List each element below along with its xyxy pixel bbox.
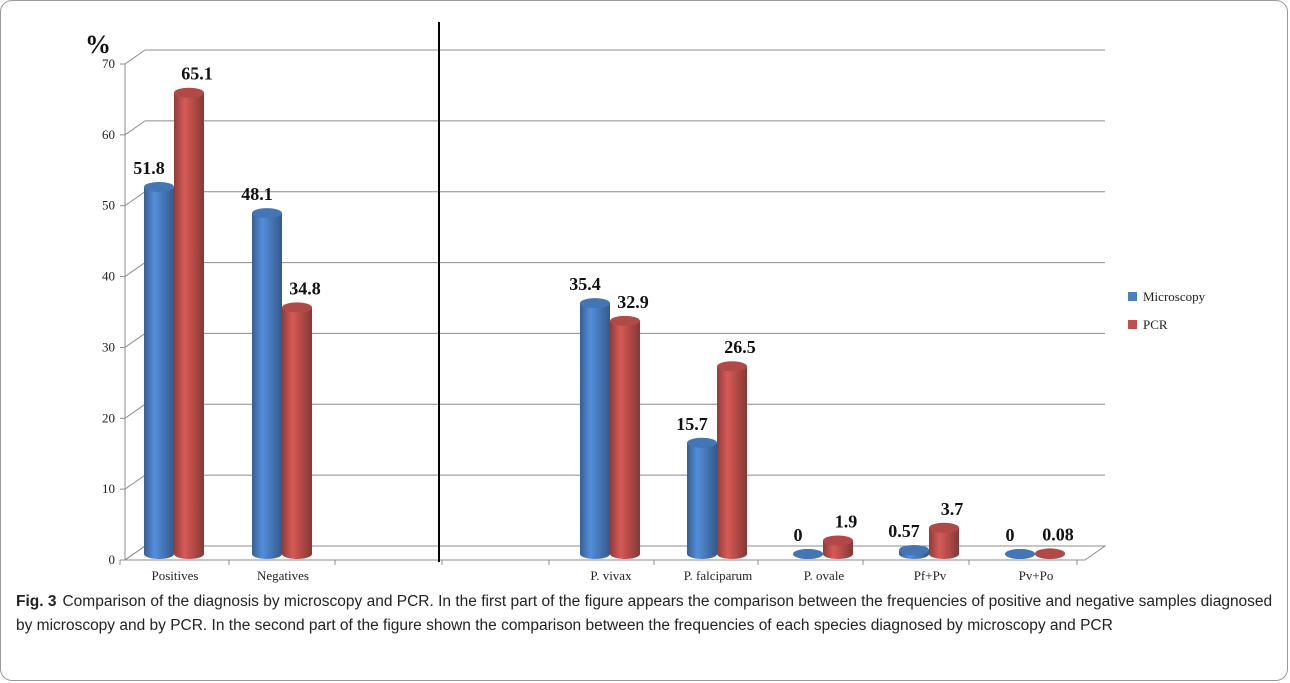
axes: 0 10 20 30 40 50 60 70% Positives Negatives P. viv… bbox=[85, 22, 1107, 583]
bar-top bbox=[610, 315, 640, 326]
data-label: 26.5 bbox=[724, 337, 756, 357]
bar-body bbox=[282, 307, 312, 559]
data-label: 51.8 bbox=[133, 158, 165, 178]
bars bbox=[144, 87, 1065, 560]
gridline-connector bbox=[124, 474, 146, 490]
bar-body bbox=[610, 320, 640, 559]
bar-body bbox=[174, 92, 204, 559]
legend: Microscopy PCR bbox=[1128, 289, 1206, 332]
bar-top bbox=[282, 302, 312, 313]
floor bbox=[123, 545, 1107, 561]
bar-microscopy-pf-pv bbox=[899, 544, 929, 559]
bar-microscopy-p-falciparum bbox=[687, 437, 717, 559]
bar-pcr-p-falciparum bbox=[717, 361, 747, 559]
x-tick-label: Negatives bbox=[257, 568, 309, 583]
data-label: 32.9 bbox=[617, 292, 649, 312]
y-axis-title: % bbox=[85, 30, 111, 59]
bar-body bbox=[687, 442, 717, 559]
bar-top bbox=[1035, 548, 1065, 559]
bar-body bbox=[252, 213, 282, 560]
bar-body bbox=[144, 186, 174, 559]
data-labels: 51.8 65.1 48.1 34.8 35.4 32.9 15.7 26.5 0 1.9 0.57… bbox=[133, 64, 1074, 545]
bar-body bbox=[929, 527, 959, 559]
gridline-connector bbox=[124, 333, 146, 348]
x-tick-label: P. falciparum bbox=[684, 568, 753, 583]
bar-pcr-pf-pv bbox=[929, 522, 959, 559]
x-tick-label: Pv+Po bbox=[1019, 568, 1054, 583]
data-label: 0 bbox=[794, 525, 803, 545]
bar-top bbox=[1005, 549, 1035, 559]
gridline-connector bbox=[124, 49, 146, 65]
y-tick-label: 20 bbox=[102, 410, 115, 425]
bar-body bbox=[717, 366, 747, 559]
data-label: 15.7 bbox=[676, 414, 708, 434]
bar-body bbox=[823, 540, 853, 559]
y-tick-label: 40 bbox=[102, 269, 115, 284]
bar-microscopy-p-ovale bbox=[793, 549, 823, 559]
legend-swatch bbox=[1128, 292, 1137, 301]
data-label: 0.08 bbox=[1042, 524, 1074, 544]
bar-pcr-positives bbox=[174, 87, 204, 559]
data-label: 3.7 bbox=[941, 499, 964, 519]
bar-top bbox=[687, 437, 717, 448]
data-label: 65.1 bbox=[181, 64, 213, 84]
gridline-connector bbox=[124, 120, 146, 136]
figure-caption: Fig. 3 Comparison of the diagnosis by mic… bbox=[16, 590, 1274, 638]
y-tick-label: 60 bbox=[102, 127, 115, 142]
x-tick-label: P. ovale bbox=[804, 568, 845, 583]
bar-pcr-pv-po bbox=[1035, 548, 1065, 559]
bar-pcr-negatives bbox=[282, 302, 312, 559]
data-label: 0.57 bbox=[888, 521, 920, 541]
x-tick-label: P. vivax bbox=[590, 568, 632, 583]
bar-top bbox=[717, 361, 747, 372]
data-label: 1.9 bbox=[835, 512, 858, 532]
bar-top bbox=[580, 298, 610, 309]
data-label: 0 bbox=[1006, 525, 1015, 545]
x-tick-label: Positives bbox=[152, 568, 199, 583]
bar-microscopy-positives bbox=[144, 181, 174, 559]
legend-swatch bbox=[1128, 320, 1137, 329]
y-tick-label: 70 bbox=[102, 56, 115, 71]
legend-label: Microscopy bbox=[1143, 289, 1206, 304]
bar-top bbox=[793, 549, 823, 559]
data-label: 34.8 bbox=[289, 278, 321, 298]
bar-top bbox=[929, 522, 959, 533]
bar-pcr-p-vivax bbox=[610, 315, 640, 559]
y-tick-label: 0 bbox=[109, 552, 116, 567]
chart: 0 10 20 30 40 50 60 70% Positives Negatives P. viv… bbox=[85, 22, 1206, 583]
bar-top bbox=[174, 87, 204, 98]
caption-label: Fig. 3 bbox=[16, 593, 57, 610]
bar-top bbox=[144, 181, 174, 192]
bar-top bbox=[823, 535, 853, 546]
data-label: 48.1 bbox=[241, 184, 273, 204]
x-tick-label: Pf+Pv bbox=[914, 568, 947, 583]
gridline-connector bbox=[124, 403, 146, 419]
bar-top bbox=[899, 544, 929, 555]
bar-microscopy-pv-po bbox=[1005, 549, 1035, 559]
y-tick-label: 30 bbox=[102, 339, 115, 354]
bar-microscopy-negatives bbox=[252, 208, 282, 560]
y-tick-label: 10 bbox=[102, 481, 115, 496]
bar-top bbox=[252, 208, 282, 219]
caption-text: Comparison of the diagnosis by microscop… bbox=[16, 593, 1273, 634]
legend-label: PCR bbox=[1143, 317, 1168, 332]
y-tick-label: 50 bbox=[102, 198, 115, 213]
bar-pcr-p-ovale bbox=[823, 535, 853, 559]
bar-body bbox=[580, 303, 610, 559]
bar-microscopy-p-vivax bbox=[580, 298, 610, 559]
gridline-connector bbox=[124, 191, 146, 207]
data-label: 35.4 bbox=[569, 274, 601, 294]
gridline-connector bbox=[124, 262, 146, 277]
